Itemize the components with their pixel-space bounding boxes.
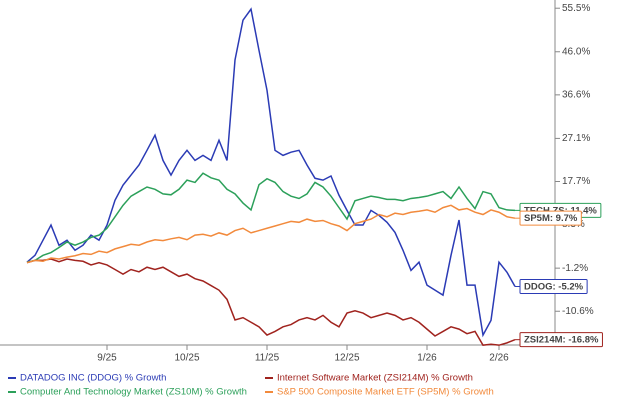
x-tick-label: 10/25 bbox=[174, 353, 199, 364]
x-tick-label: 2/26 bbox=[489, 353, 509, 364]
legend-label: Computer And Technology Market (ZS10M) %… bbox=[20, 387, 247, 398]
x-tick-label: 1/26 bbox=[417, 353, 437, 364]
y-tick-label: -10.6% bbox=[562, 306, 594, 317]
end-label-box bbox=[519, 332, 603, 348]
series-line bbox=[26, 7, 516, 338]
legend-label: S&P 500 Composite Market ETF (SP5M) % Gr… bbox=[277, 387, 494, 398]
x-tick-label: 11/25 bbox=[255, 353, 280, 364]
series-line bbox=[26, 172, 516, 263]
x-tick-label: 9/25 bbox=[97, 353, 117, 364]
end-label-box bbox=[519, 210, 582, 226]
end-label: SP5M: 9.7% bbox=[524, 213, 578, 224]
end-label-box bbox=[519, 278, 588, 294]
y-tick-label: 55.5% bbox=[562, 3, 590, 14]
y-tick-label: 36.6% bbox=[562, 89, 590, 100]
y-tick-label: 27.1% bbox=[562, 133, 590, 144]
y-tick-label: 17.7% bbox=[562, 176, 590, 187]
y-tick-label: -1.2% bbox=[562, 263, 588, 274]
series-line bbox=[26, 204, 516, 264]
series-line bbox=[26, 258, 516, 346]
end-label: DDOG: -5.2% bbox=[524, 282, 584, 293]
y-tick-label: 46.0% bbox=[562, 46, 590, 57]
legend-label: DATADOG INC (DDOG) % Growth bbox=[20, 373, 166, 384]
x-tick-label: 12/25 bbox=[334, 353, 359, 364]
end-label: ZSI214M: -16.8% bbox=[524, 335, 599, 346]
legend-label: Internet Software Market (ZSI214M) % Gro… bbox=[277, 373, 473, 384]
